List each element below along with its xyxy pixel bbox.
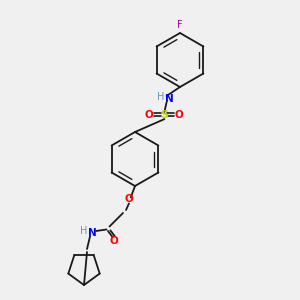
Text: H: H (80, 226, 88, 236)
Text: O: O (110, 236, 118, 247)
Text: F: F (177, 20, 183, 31)
Text: H: H (158, 92, 165, 103)
Text: N: N (88, 227, 97, 238)
Text: O: O (144, 110, 153, 121)
Text: N: N (164, 94, 173, 104)
Text: O: O (124, 194, 134, 205)
Text: O: O (174, 110, 183, 121)
Text: S: S (160, 110, 168, 121)
